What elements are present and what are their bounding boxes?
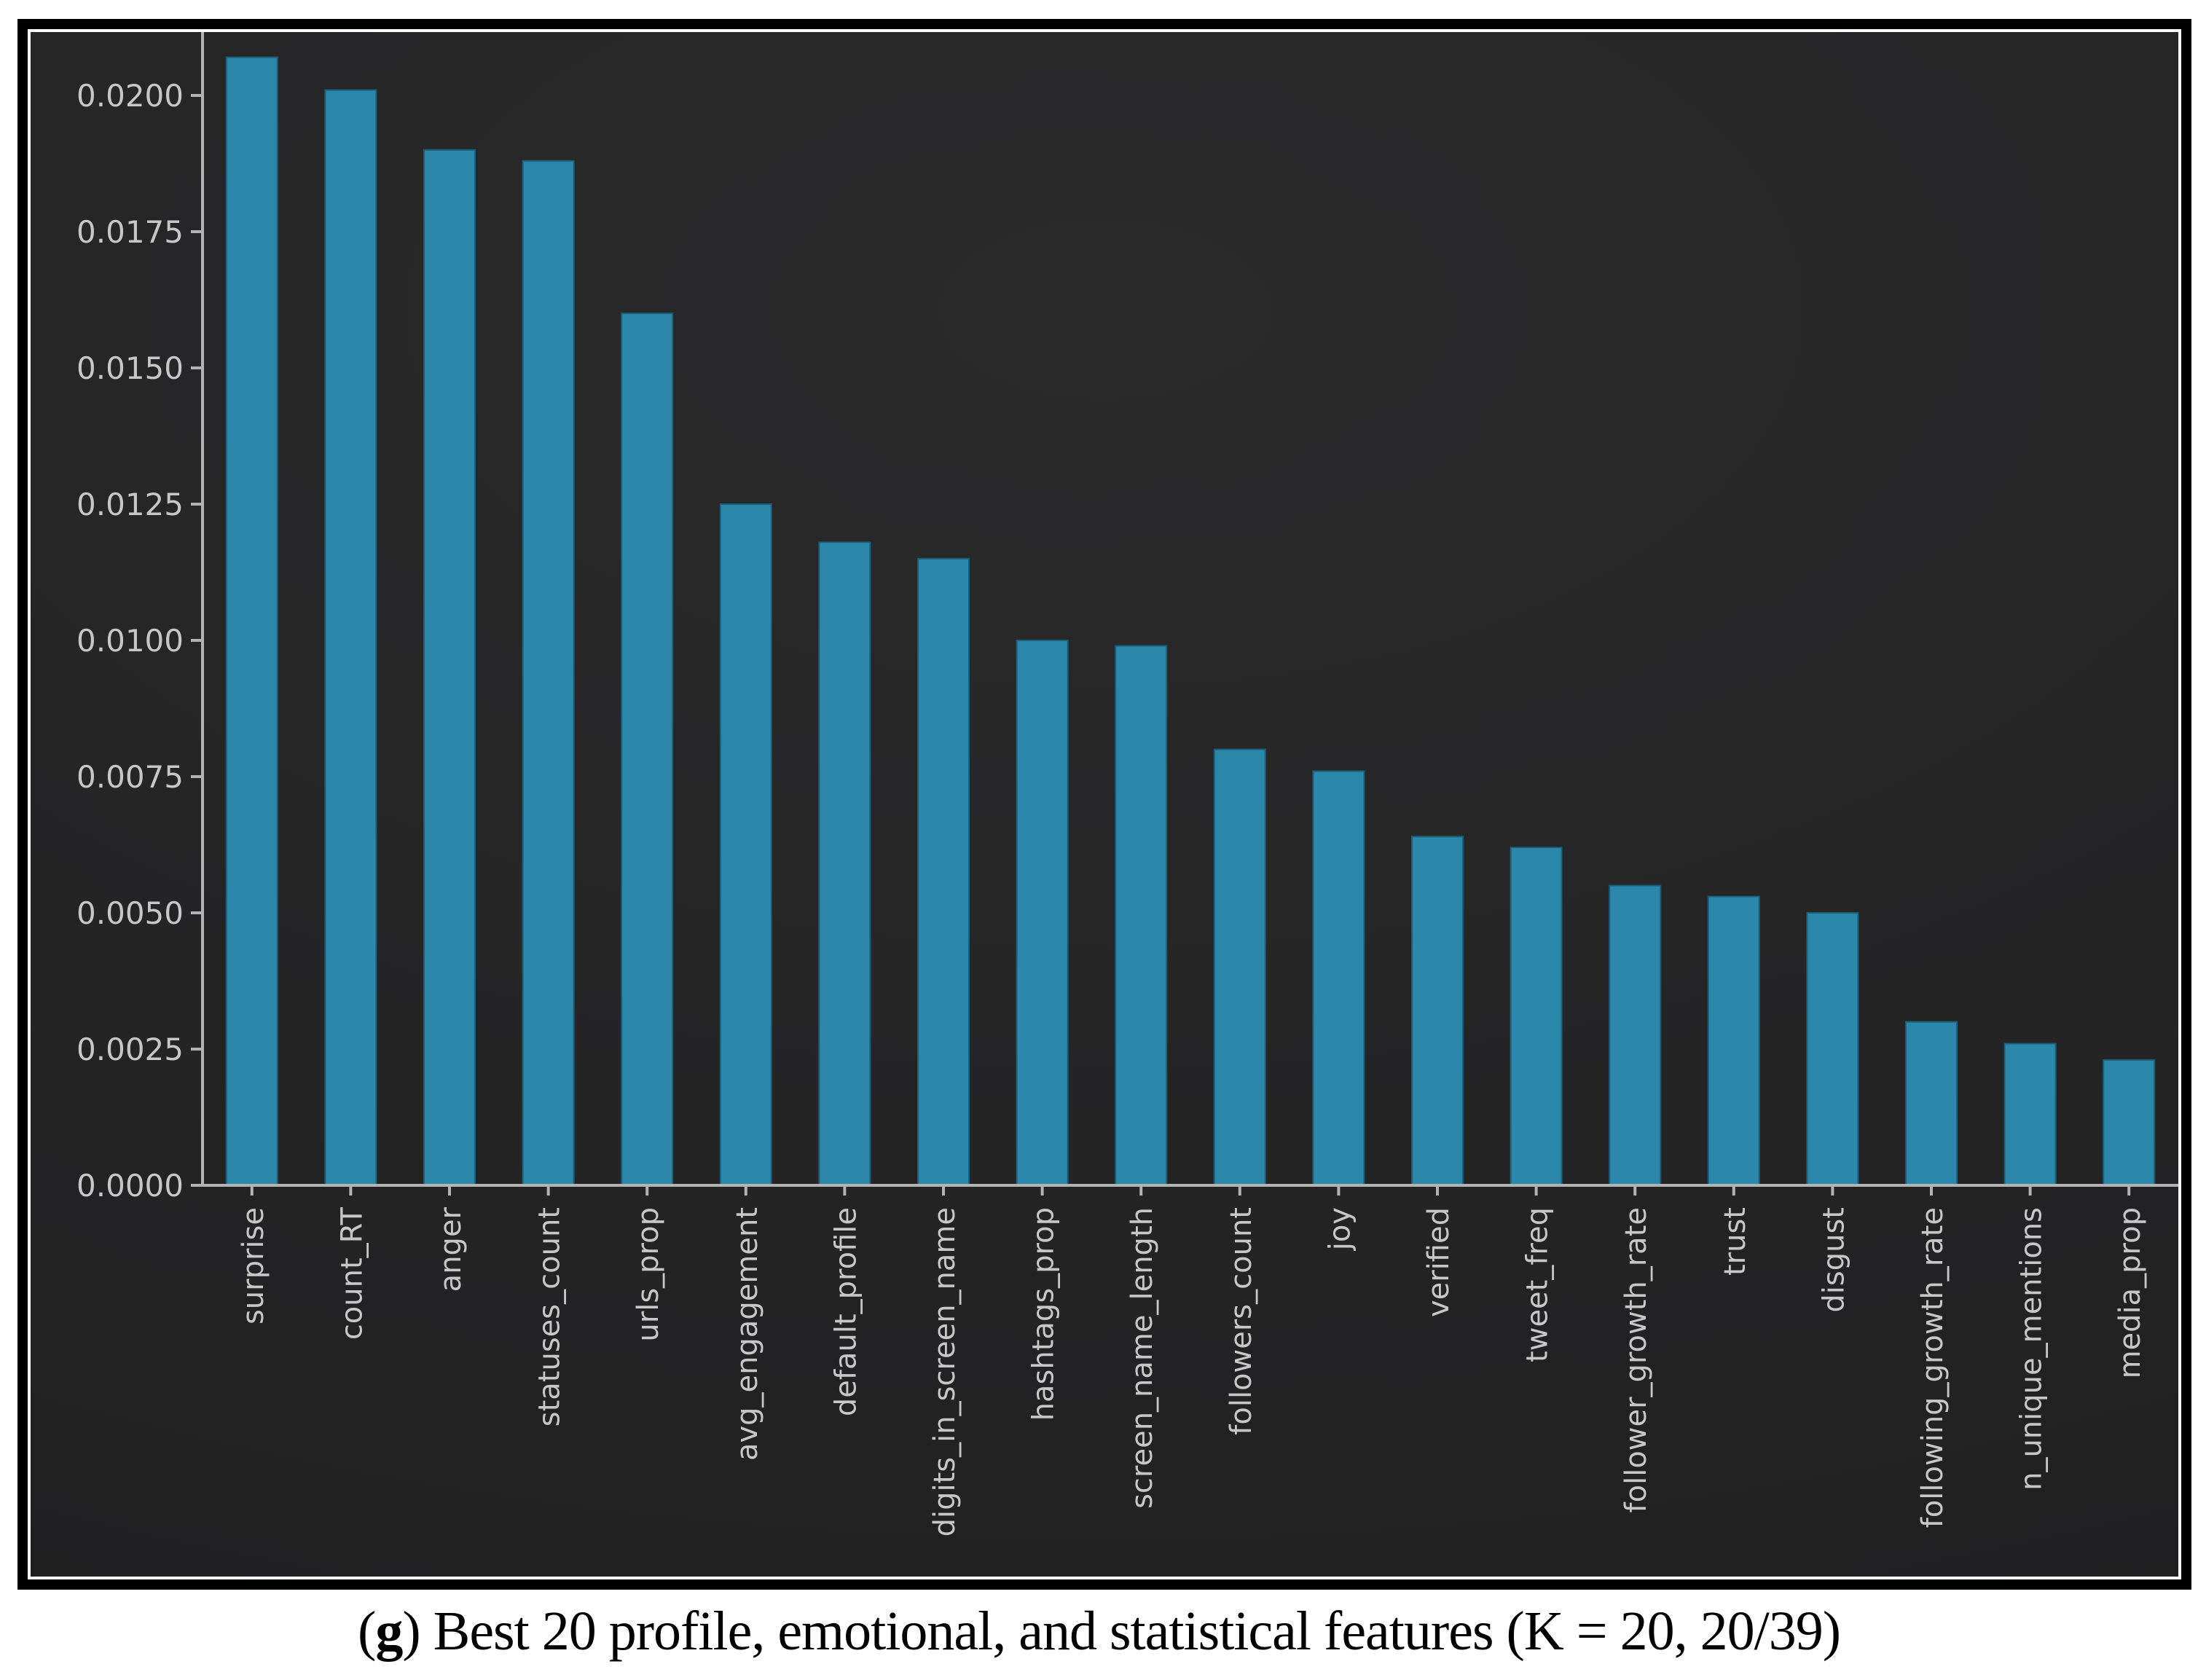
bar xyxy=(1510,847,1563,1186)
figure-caption: (g) Best 20 profile, emotional, and stat… xyxy=(0,1600,2198,1663)
x-tick-label: screen_name_length xyxy=(1126,1207,1159,1509)
y-tick-label: 0.0025 xyxy=(76,1032,184,1067)
caption-subfigure-letter: g xyxy=(375,1601,403,1662)
y-tick-label: 0.0150 xyxy=(76,350,184,386)
x-tick-label: followers_count xyxy=(1225,1207,1258,1435)
bar xyxy=(324,89,377,1186)
bar xyxy=(719,503,772,1186)
y-tick-label: 0.0050 xyxy=(76,895,184,931)
bar xyxy=(423,149,476,1186)
bar xyxy=(1213,748,1266,1186)
x-tick-label: statuses_count xyxy=(533,1207,567,1426)
x-tick-label: disgust xyxy=(1817,1207,1850,1313)
figure-frame: 0.0000 0.0025 0.0050 0.0075 0.0100 0.0125 0.01… xyxy=(17,19,2191,1590)
y-tick-label: 0.0100 xyxy=(76,623,184,659)
x-tick-label: n_unique_mentions xyxy=(2015,1207,2049,1491)
x-tick-label: count_RT xyxy=(335,1206,369,1340)
y-tick-label: 0.0075 xyxy=(76,759,184,795)
x-tick-label: avg_engagement xyxy=(731,1207,764,1461)
y-tick-label: 0.0125 xyxy=(76,487,184,522)
bar xyxy=(1806,912,1859,1186)
y-tick-label: 0.0000 xyxy=(76,1168,184,1204)
x-tick-label: media_prop xyxy=(2113,1207,2147,1378)
x-tick-label: verified xyxy=(1422,1207,1456,1317)
x-tick-label: hashtags_prop xyxy=(1027,1207,1061,1421)
bar-chart-svg: 0.0000 0.0025 0.0050 0.0075 0.0100 0.0125 0.01… xyxy=(76,32,2178,1536)
bar xyxy=(917,557,970,1186)
bar xyxy=(1905,1021,1958,1186)
caption-open-paren: ( xyxy=(358,1601,376,1662)
bar xyxy=(1609,884,1662,1186)
x-tick-label: urls_prop xyxy=(632,1207,665,1342)
x-tick-label: tweet_freq xyxy=(1521,1207,1555,1362)
bar xyxy=(1115,645,1168,1186)
x-tick-label: follower_growth_rate xyxy=(1620,1207,1653,1512)
bar xyxy=(2003,1043,2057,1187)
bar xyxy=(1016,640,1069,1186)
bar xyxy=(818,541,871,1186)
x-tick-label: joy xyxy=(1323,1207,1357,1251)
bar xyxy=(1707,895,1760,1187)
x-tick-label: surprise xyxy=(237,1207,270,1324)
bar xyxy=(1411,836,1464,1187)
y-tick-label: 0.0175 xyxy=(76,214,184,250)
x-tick-label: trust xyxy=(1719,1207,1752,1276)
caption-text: ) Best 20 profile, emotional, and statis… xyxy=(402,1601,1841,1662)
bar xyxy=(225,56,278,1186)
bar xyxy=(522,160,575,1186)
bar xyxy=(2103,1059,2156,1186)
chart-panel: 0.0000 0.0025 0.0050 0.0075 0.0100 0.0125 0.01… xyxy=(31,32,2178,1577)
x-tick-label: following_growth_rate xyxy=(1916,1207,1950,1528)
bar xyxy=(1312,770,1365,1186)
bar xyxy=(621,313,674,1187)
x-tick-label: anger xyxy=(434,1206,468,1292)
x-tick-label: default_profile xyxy=(829,1207,863,1416)
x-tick-label: digits_in_screen_name xyxy=(928,1207,962,1536)
y-tick-label: 0.0200 xyxy=(76,78,184,114)
